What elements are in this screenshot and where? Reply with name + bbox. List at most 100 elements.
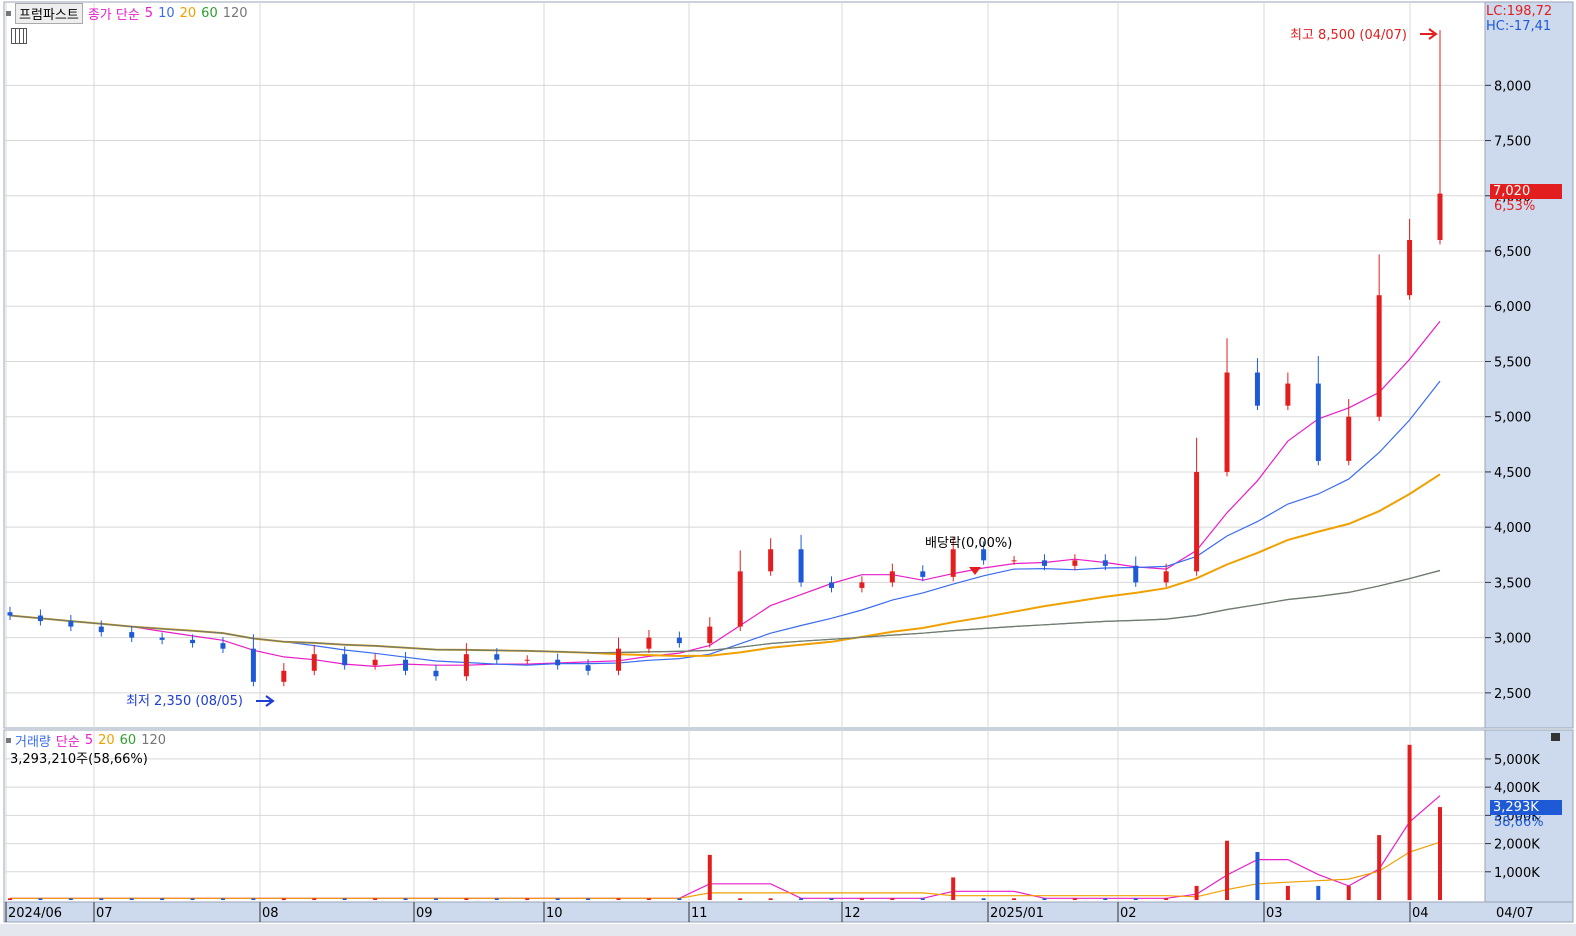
vol-ma60-label[interactable]: 60 [119, 733, 137, 748]
vol-ma20-label[interactable]: 20 [98, 733, 115, 748]
date-tick-label: 04 [1412, 906, 1429, 921]
volume-bars [8, 744, 1442, 900]
candle-body [372, 659, 378, 666]
volume-bar [281, 898, 286, 900]
ma10-label[interactable]: 10 [158, 5, 175, 21]
candle-body [159, 637, 165, 640]
volume-bar [190, 898, 195, 900]
candle-body [828, 582, 834, 588]
volume-bar [829, 898, 834, 900]
date-axis: 2024/06 07 08 09 10 11 12 2025/01 02 03 04 04/07 [5, 902, 1533, 922]
volume-bar [1042, 898, 1047, 900]
candle-body [220, 643, 226, 649]
volume-tick-label: 4,000K [1494, 781, 1540, 796]
volume-bar [981, 898, 986, 900]
candle-body [7, 612, 13, 616]
volume-bar [677, 898, 682, 900]
ma120-label[interactable]: 120 [222, 5, 248, 21]
date-tick-label: 07 [96, 906, 113, 921]
lc-readout: LC:198,72 [1486, 4, 1553, 19]
candle-body [524, 659, 530, 661]
candle-body [616, 648, 622, 671]
volume-tick-label: 5,000K [1494, 753, 1540, 768]
candle-body [1072, 560, 1078, 566]
date-tick-label: 11 [691, 906, 708, 921]
volume-bar [1103, 898, 1108, 900]
candle-body [403, 659, 409, 671]
volume-bar [799, 898, 804, 900]
price-tick-label: 3,500 [1494, 576, 1531, 591]
price-tick-label: 3,000 [1494, 632, 1531, 647]
date-tick-label: 03 [1266, 906, 1283, 921]
volume-bar [129, 898, 134, 900]
date-tick-label: 04/07 [1496, 906, 1533, 921]
price-ma-label: 종가 단순 [87, 7, 140, 23]
price-tick-label: 4,000 [1494, 521, 1531, 536]
candle-body [676, 637, 682, 644]
volume-bar [1072, 898, 1077, 900]
vol-ma120-label[interactable]: 120 [141, 733, 167, 748]
volume-bar [525, 898, 530, 900]
volume-bar [707, 854, 712, 900]
candle-body [1437, 193, 1443, 240]
candle-body [768, 549, 774, 572]
volume-bar [1346, 885, 1351, 900]
volume-bar [1133, 898, 1138, 900]
candle-body [981, 549, 987, 561]
volume-bar [1407, 744, 1412, 900]
candle-body [463, 654, 469, 677]
candle-body [311, 654, 317, 671]
calculator-icon[interactable] [11, 28, 27, 44]
date-tick-label: 08 [262, 906, 279, 921]
volume-bar [1316, 885, 1321, 900]
volume-bar [951, 877, 956, 900]
low-annotation: 최저 2,350 (08/05) [126, 694, 243, 709]
volume-bar [342, 898, 347, 900]
volume-bar [890, 898, 895, 900]
volume-bar [1012, 898, 1017, 900]
candle-body [920, 571, 926, 577]
candle-body [555, 659, 561, 666]
volume-bar [646, 898, 651, 900]
candle-body [433, 670, 439, 677]
panel-toggle-button[interactable] [1551, 733, 1560, 741]
candle-body [281, 670, 287, 682]
candle-body [1407, 239, 1413, 296]
stock-name-button[interactable]: 프럼파스트 [15, 2, 83, 24]
ma60-label[interactable]: 60 [201, 5, 218, 21]
ma20-label[interactable]: 20 [179, 5, 197, 21]
volume-tick-label: 2,000K [1494, 838, 1540, 853]
volume-bar [464, 898, 469, 900]
moving-average-lines [9, 320, 1441, 668]
candle-body [1163, 571, 1169, 583]
candle-body [889, 571, 895, 583]
vol-ma5-label[interactable]: 5 [84, 733, 94, 748]
volume-ma-label: 단순 [55, 735, 80, 750]
volume-bar [99, 898, 104, 900]
volume-bar [1194, 885, 1199, 900]
ma5-label[interactable]: 5 [144, 5, 154, 21]
volume-bar [220, 898, 225, 900]
candle-body [190, 639, 196, 644]
volume-bar [616, 898, 621, 900]
candle-body [1224, 372, 1230, 472]
price-tick-label: 6,500 [1494, 245, 1531, 260]
volume-bar [38, 898, 43, 900]
current-volume-tag: 3,293K [1490, 800, 1562, 815]
date-tick-label: 2025/01 [990, 906, 1044, 921]
low-arrow [256, 695, 275, 707]
price-legend: 프럼파스트 종가 단순 5 10 20 60 120 [6, 2, 253, 24]
volume-bar [433, 898, 438, 900]
candle-body [950, 549, 956, 577]
volume-bar [68, 898, 73, 900]
legend-square-icon [6, 738, 11, 743]
candle-body [1285, 383, 1291, 406]
ex-dividend-annotation: 배당락(0,00%) [925, 536, 1012, 551]
candle-body [1346, 416, 1352, 461]
candle-body [342, 654, 348, 666]
volume-legend: 거래량 단순 5 20 60 120 [6, 731, 171, 750]
volume-bar [494, 898, 499, 900]
candle-body [129, 632, 135, 638]
candle-body [859, 582, 865, 588]
